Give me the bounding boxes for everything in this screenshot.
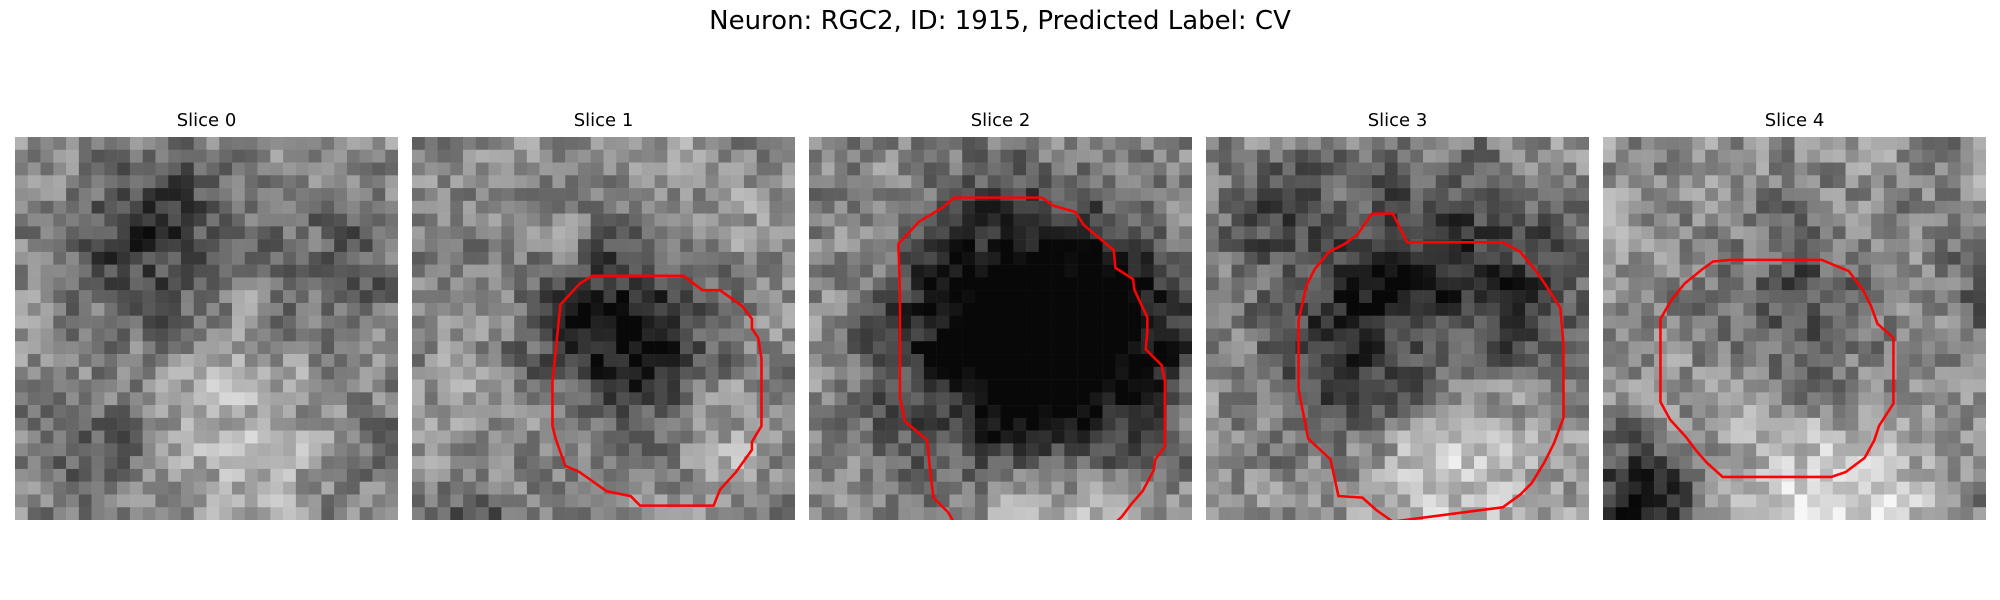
slice-panel-0: Slice 0 — [15, 108, 398, 520]
pixel-grid — [15, 137, 398, 520]
pixel-grid — [412, 137, 795, 520]
slice-panel-4: Slice 4 — [1603, 108, 1986, 520]
segmentation-contour — [897, 196, 1167, 520]
segmentation-contour — [1659, 258, 1895, 479]
slice-title-0: Slice 0 — [176, 110, 237, 131]
segmentation-contour — [551, 274, 763, 507]
slice-title-2: Slice 2 — [970, 110, 1031, 131]
slice-image-1 — [412, 137, 795, 520]
slice-title-1: Slice 1 — [573, 110, 634, 131]
segmentation-contour — [1297, 212, 1565, 520]
figure-title: Neuron: RGC2, ID: 1915, Predicted Label:… — [709, 6, 1291, 36]
slice-title-4: Slice 4 — [1764, 110, 1825, 131]
pixel-grid — [1603, 137, 1986, 520]
pixel-grid — [1206, 137, 1589, 520]
slice-image-3 — [1206, 137, 1589, 520]
slice-image-0 — [15, 137, 398, 520]
slice-image-2 — [809, 137, 1192, 520]
slice-panel-1: Slice 1 — [412, 108, 795, 520]
pixel-grid — [809, 137, 1192, 520]
slice-title-3: Slice 3 — [1367, 110, 1428, 131]
slice-image-4 — [1603, 137, 1986, 520]
slice-panel-3: Slice 3 — [1206, 108, 1589, 520]
slice-panel-2: Slice 2 — [809, 108, 1192, 520]
